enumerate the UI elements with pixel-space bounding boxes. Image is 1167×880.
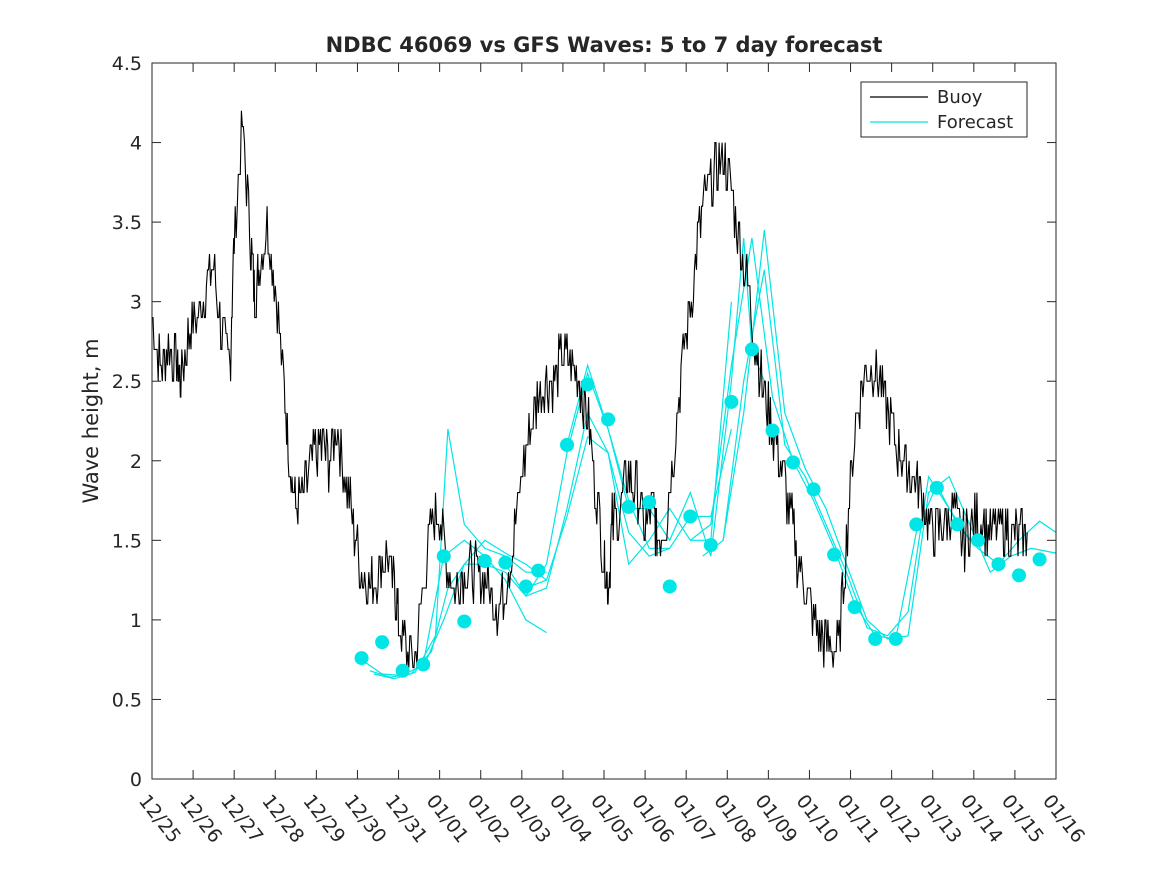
forecast-marker — [601, 412, 616, 427]
legend-label-forecast: Forecast — [937, 112, 1013, 133]
forecast-marker — [683, 509, 698, 524]
forecast-marker — [703, 538, 718, 553]
forecast-marker — [1032, 552, 1047, 567]
forecast-marker — [888, 631, 903, 646]
forecast-marker — [909, 517, 924, 532]
y-tick-label: 2 — [130, 451, 142, 473]
forecast-marker — [621, 499, 636, 514]
forecast-marker — [416, 657, 431, 672]
forecast-line — [422, 411, 670, 668]
forecast-marker — [991, 557, 1006, 572]
y-tick-label: 0 — [130, 769, 142, 791]
forecast-marker — [724, 394, 739, 409]
forecast-marker — [868, 631, 883, 646]
y-tick-label: 1.5 — [112, 530, 142, 552]
forecast-line — [702, 230, 1057, 640]
legend: Buoy Forecast — [860, 81, 1028, 138]
forecast-marker — [847, 600, 862, 615]
forecast-marker — [970, 533, 985, 548]
forecast-marker — [1012, 568, 1027, 583]
forecast-marker — [375, 635, 390, 650]
forecast-marker — [560, 437, 575, 452]
chart-title: NDBC 46069 vs GFS Waves: 5 to 7 day fore… — [326, 33, 883, 57]
forecast-marker — [662, 579, 677, 594]
forecast-marker — [457, 614, 472, 629]
legend-label-buoy: Buoy — [937, 87, 983, 108]
forecast-marker — [786, 455, 801, 470]
forecast-marker — [498, 555, 513, 570]
y-tick-label: 1 — [130, 610, 142, 632]
y-axis-ticks: 0 0.5 1 1.5 2 2.5 3 3.5 4 4.5 — [112, 53, 1056, 791]
forecast-line — [361, 539, 547, 677]
buoy-line — [152, 110, 1028, 669]
forecast-marker — [806, 482, 821, 497]
y-tick-label: 0.5 — [112, 689, 142, 711]
y-tick-label: 4.5 — [112, 53, 142, 75]
forecast-marker — [744, 342, 759, 357]
forecast-marker — [765, 423, 780, 438]
forecast-marker — [436, 549, 451, 564]
forecast-marker — [950, 517, 965, 532]
y-tick-label: 2.5 — [112, 371, 142, 393]
y-tick-label: 3 — [130, 292, 142, 314]
forecast-marker — [929, 480, 944, 495]
forecast-marker — [354, 651, 369, 666]
forecast-marker — [477, 554, 492, 569]
forecast-marker — [827, 547, 842, 562]
y-tick-label: 4 — [130, 133, 142, 155]
forecast-marker — [518, 579, 533, 594]
y-axis-label: Wave height, m — [79, 338, 103, 503]
forecast-marker — [580, 377, 595, 392]
forecast-line — [525, 301, 732, 589]
forecast-line — [722, 269, 971, 637]
forecast-marker — [531, 563, 546, 578]
y-tick-label: 3.5 — [112, 212, 142, 234]
forecast-marker — [642, 495, 657, 510]
series-layer — [152, 110, 1057, 680]
forecast-marker — [395, 663, 410, 678]
legend-box — [860, 81, 1028, 138]
